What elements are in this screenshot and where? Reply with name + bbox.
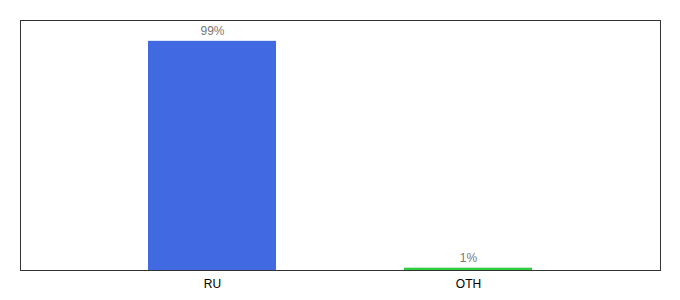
svg-text:1%: 1% [460,251,478,265]
svg-text:OTH: OTH [456,277,481,291]
svg-text:RU: RU [204,277,221,291]
svg-text:99%: 99% [200,24,224,38]
